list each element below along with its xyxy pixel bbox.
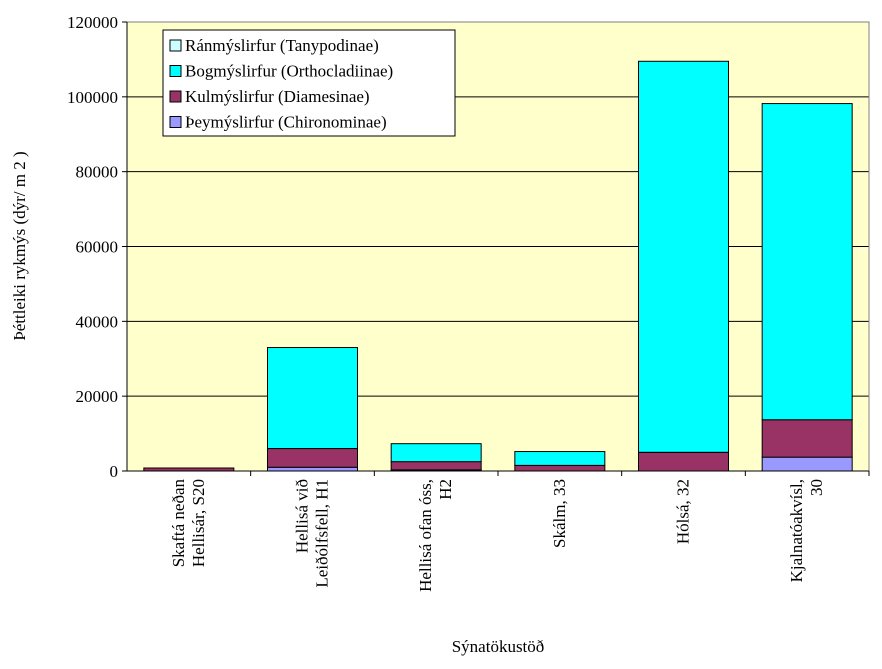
x-tick-label: H2 [436, 479, 455, 500]
bar-segment [514, 464, 606, 472]
y-axis-title: Þéttleiki rykmýs (dýr/ m 2 ) [10, 151, 29, 340]
legend-swatch [169, 39, 182, 52]
x-tick-label: 30 [807, 479, 826, 496]
bar-segment [390, 461, 482, 471]
y-tick-label: 80000 [76, 163, 119, 182]
bar-segment [638, 60, 729, 453]
bar-segment [514, 451, 606, 466]
bar-segment [761, 456, 853, 472]
x-tick-label: Skálm, 33 [550, 479, 569, 548]
x-tick-label: Hólsá, 32 [674, 479, 693, 544]
x-tick-label: Hellisá ofan óss, [416, 479, 435, 592]
bar-segment [761, 419, 853, 458]
bar-segment [267, 448, 358, 468]
legend-swatch [169, 65, 182, 77]
legend-label: Ránmýslirfur (Tanypodinae) [185, 36, 379, 55]
bar-segment [390, 443, 482, 463]
x-axis-title: Sýnatökustöð [452, 637, 545, 656]
legend-swatch [169, 90, 182, 103]
y-tick-label: 40000 [76, 312, 119, 331]
y-tick-label: 100000 [67, 88, 118, 107]
bar-segment [267, 466, 358, 472]
legend-label: Kulmýslirfur (Diamesinae) [185, 87, 370, 106]
y-tick-label: 0 [110, 462, 119, 481]
y-axis-ticks: 0 20000 40000 60000 80000 100000 120000 [67, 13, 127, 481]
x-tick-label: Kjalnatóakvísl, [787, 479, 806, 582]
x-tick-label: Hellisár, S20 [189, 479, 208, 567]
bar-segment [761, 103, 853, 421]
x-tick-label: Hellisá við [293, 479, 312, 553]
y-tick-label: 120000 [67, 13, 118, 32]
legend-swatch [169, 116, 182, 128]
legend-box [162, 29, 456, 137]
y-tick-label: 60000 [76, 238, 119, 257]
x-tick-label: Skaftá neðan [169, 479, 188, 568]
x-axis-ticks: Skaftá neðan Hellisár, S20 Hellisá við Leið… [169, 471, 870, 592]
bar-segment [267, 347, 358, 450]
bar-segment [638, 451, 729, 472]
legend-label: Þeymýslirfur (Chironominae) [185, 113, 387, 132]
legend-label: Bogmýslirfur (Orthocladiinae) [185, 62, 393, 81]
legend: Ránmýslirfur (Tanypodinae) Bogmýslirfur (… [162, 29, 456, 137]
x-tick-label: Leiðólfsfell, H1 [313, 479, 332, 588]
bars [143, 60, 853, 472]
y-tick-label: 20000 [76, 387, 119, 406]
